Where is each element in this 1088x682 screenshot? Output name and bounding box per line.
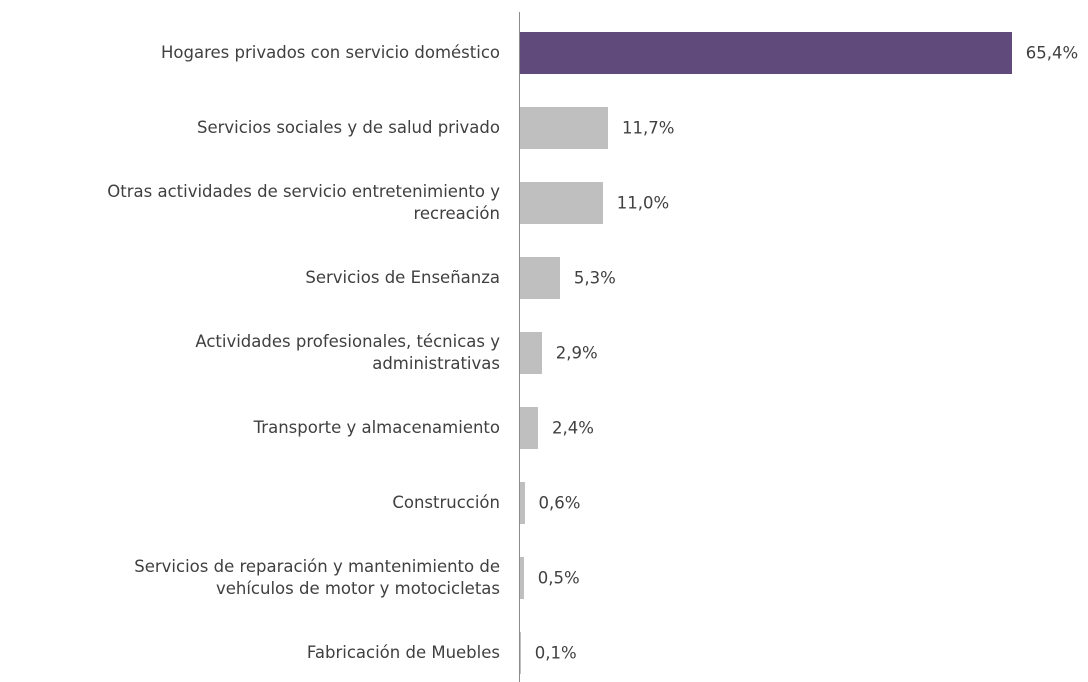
value-label: 0,1% — [534, 643, 577, 663]
bar — [520, 482, 525, 524]
bar — [520, 332, 542, 374]
value-label: 11,7% — [621, 118, 675, 138]
bar — [520, 32, 1012, 74]
category-label: Construcción — [392, 493, 500, 512]
category-label: Actividades profesionales, técnicas y ad… — [195, 332, 500, 373]
bar — [520, 107, 608, 149]
value-label: 2,9% — [555, 343, 598, 363]
value-label: 0,6% — [538, 493, 581, 513]
value-label: 65,4% — [1025, 43, 1079, 63]
value-label: 2,4% — [552, 418, 594, 438]
bar — [520, 557, 524, 599]
bar — [520, 257, 560, 299]
category-label: Fabricación de Muebles — [306, 643, 500, 662]
value-label: 0,5% — [537, 568, 580, 588]
bar — [520, 407, 539, 449]
value-label: 11,0% — [616, 193, 670, 213]
bar — [520, 632, 521, 674]
category-label: Hogares privados con servicio doméstico — [161, 43, 500, 62]
category-label: Servicios de Enseñanza — [305, 268, 500, 287]
category-label: Servicios sociales y de salud privado — [196, 118, 500, 137]
category-label: Servicios de reparación y mantenimiento … — [134, 557, 500, 598]
category-label: Transporte y almacenamiento — [253, 418, 500, 437]
category-label: Otras actividades de servicio entretenim… — [107, 182, 500, 223]
value-label: 5,3% — [573, 268, 616, 288]
axis-line — [519, 12, 520, 682]
bar — [520, 182, 603, 224]
